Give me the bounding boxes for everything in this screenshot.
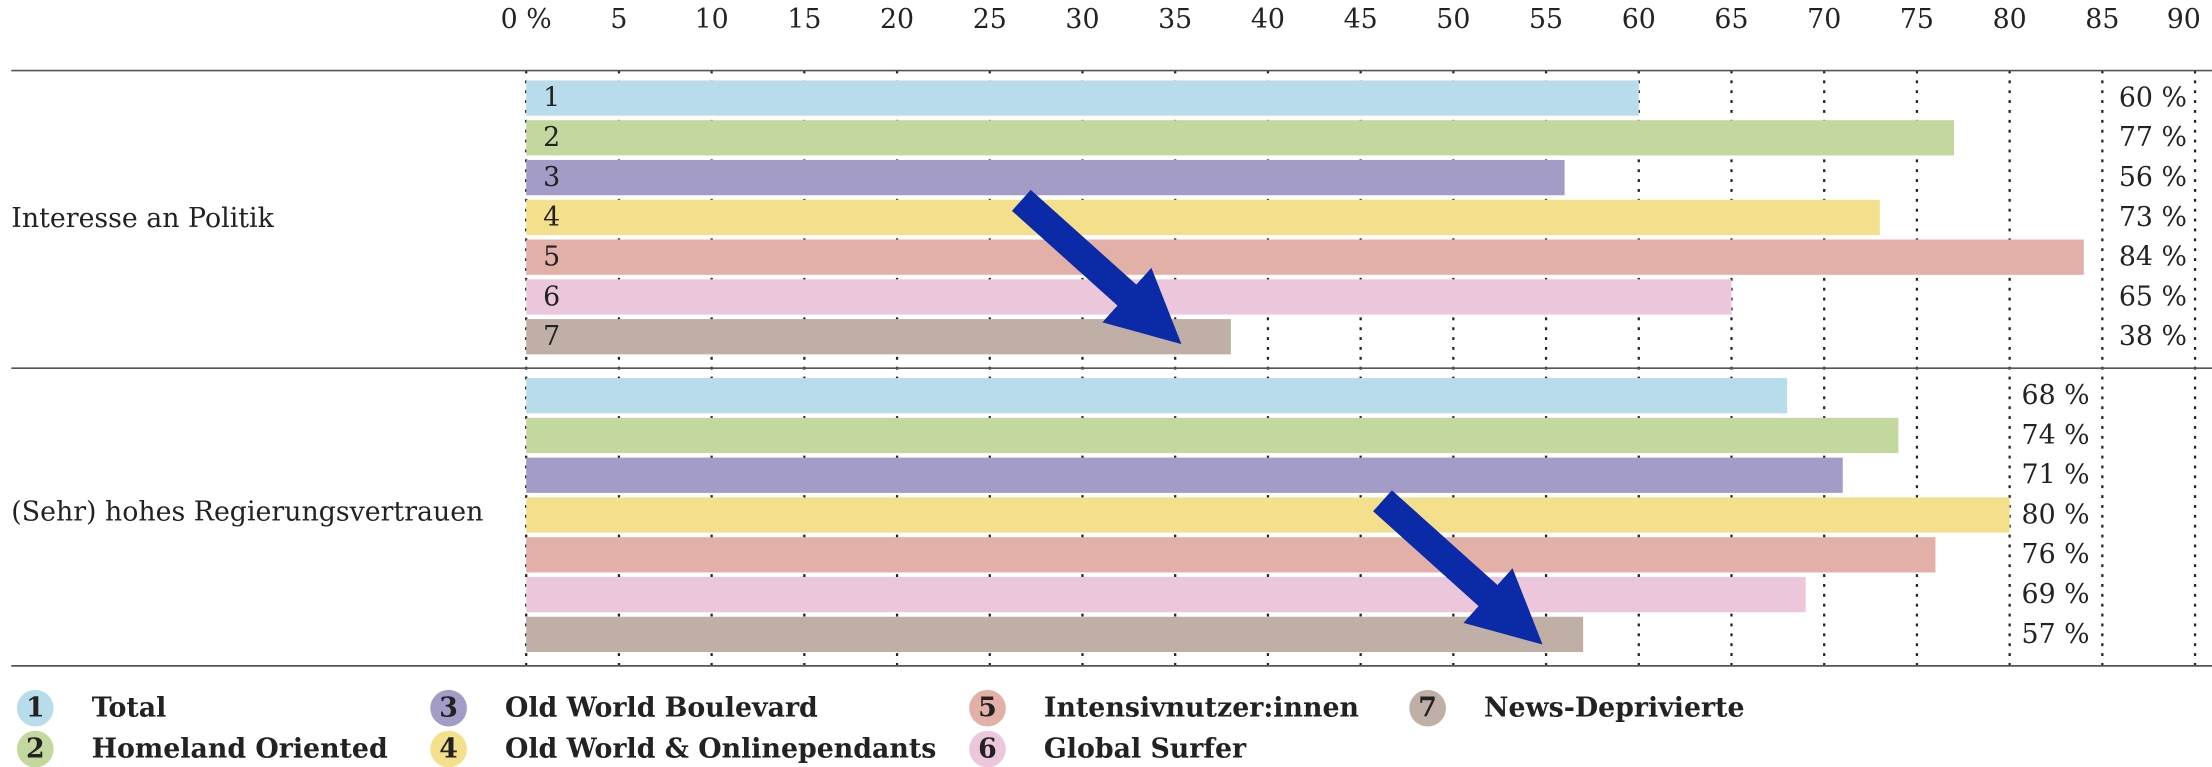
legend-label: Global Surfer bbox=[1044, 733, 1247, 764]
x-tick-label: 60 bbox=[1622, 4, 1656, 35]
x-tick-label: 10 bbox=[695, 4, 729, 35]
value-label: 68 % bbox=[2022, 380, 2090, 411]
legend-label: Old World Boulevard bbox=[505, 693, 818, 724]
bar bbox=[526, 80, 1639, 116]
bar bbox=[526, 239, 2084, 275]
value-label: 76 % bbox=[2022, 539, 2090, 570]
bar-number: 5 bbox=[543, 242, 560, 273]
legend-label: Intensivnutzer:innen bbox=[1044, 693, 1359, 724]
legend-number: 5 bbox=[978, 693, 997, 724]
x-tick-label: 90 bbox=[2167, 4, 2201, 35]
category-label: (Sehr) hohes Regierungsvertrauen bbox=[11, 496, 483, 527]
x-tick-label: 20 bbox=[880, 4, 914, 35]
bar bbox=[526, 537, 1936, 573]
legend-number: 4 bbox=[439, 733, 458, 764]
legend-label: Homeland Oriented bbox=[92, 733, 388, 764]
bar bbox=[526, 319, 1231, 355]
legend-label: News-Deprivierte bbox=[1484, 693, 1745, 724]
x-tick-label: 75 bbox=[1900, 4, 1934, 35]
value-label: 77 % bbox=[2119, 122, 2187, 153]
x-tick-label: 50 bbox=[1436, 4, 1470, 35]
legend-number: 3 bbox=[439, 693, 458, 724]
value-label: 84 % bbox=[2119, 242, 2187, 273]
legend-swatch bbox=[969, 730, 1006, 767]
bar bbox=[526, 378, 1788, 414]
x-tick-label: 85 bbox=[2085, 4, 2119, 35]
bar-number: 2 bbox=[543, 122, 560, 153]
x-tick-label: 5 bbox=[610, 4, 627, 35]
bar bbox=[526, 616, 1584, 653]
value-label: 80 % bbox=[2022, 499, 2090, 530]
x-tick-label: 35 bbox=[1158, 4, 1192, 35]
bar bbox=[526, 417, 1899, 454]
value-label: 60 % bbox=[2119, 82, 2187, 113]
x-tick-label: 70 bbox=[1807, 4, 1841, 35]
legend-swatch bbox=[16, 730, 54, 767]
legend-number: 1 bbox=[26, 693, 45, 724]
bar-number: 1 bbox=[543, 82, 560, 113]
legend-label: Total bbox=[92, 693, 167, 724]
bar-number: 7 bbox=[543, 321, 560, 352]
x-tick-label: 15 bbox=[787, 4, 821, 35]
legend-number: 7 bbox=[1418, 693, 1437, 724]
x-tick-label: 30 bbox=[1065, 4, 1099, 35]
x-tick-label: 25 bbox=[973, 4, 1007, 35]
bar bbox=[526, 457, 1843, 493]
bar bbox=[526, 120, 1955, 156]
x-tick-label: 0 % bbox=[501, 4, 552, 35]
x-tick-label: 80 bbox=[1993, 4, 2027, 35]
x-tick-label: 55 bbox=[1529, 4, 1563, 35]
value-label: 71 % bbox=[2022, 460, 2090, 491]
legend-label: Old World & Onlinependants bbox=[505, 733, 936, 764]
bar bbox=[526, 576, 1806, 613]
arrow bbox=[1011, 189, 1182, 345]
bar bbox=[526, 159, 1565, 196]
value-label: 56 % bbox=[2119, 162, 2187, 193]
x-tick-label: 40 bbox=[1251, 4, 1285, 35]
bar-number: 6 bbox=[543, 281, 560, 312]
value-label: 73 % bbox=[2119, 202, 2187, 233]
legend-swatch bbox=[16, 689, 54, 727]
x-tick-label: 65 bbox=[1714, 4, 1748, 35]
legend-number: 6 bbox=[978, 733, 997, 764]
value-label: 57 % bbox=[2022, 619, 2090, 650]
legend-swatch bbox=[969, 689, 1006, 727]
value-label: 65 % bbox=[2119, 281, 2187, 312]
x-tick-label: 45 bbox=[1344, 4, 1378, 35]
legend-swatch bbox=[1409, 689, 1446, 727]
value-label: 74 % bbox=[2022, 420, 2090, 451]
legend-swatch bbox=[430, 730, 467, 767]
legend-swatch bbox=[430, 689, 467, 727]
bar-number: 3 bbox=[543, 162, 560, 193]
legend-number: 2 bbox=[26, 733, 45, 764]
category-label: Interesse an Politik bbox=[11, 203, 274, 234]
value-label: 38 % bbox=[2119, 321, 2187, 352]
value-label: 69 % bbox=[2022, 579, 2090, 610]
bar-number: 4 bbox=[543, 202, 560, 233]
bar bbox=[526, 497, 2010, 533]
arrow bbox=[1373, 490, 1543, 645]
bar bbox=[526, 199, 1880, 236]
